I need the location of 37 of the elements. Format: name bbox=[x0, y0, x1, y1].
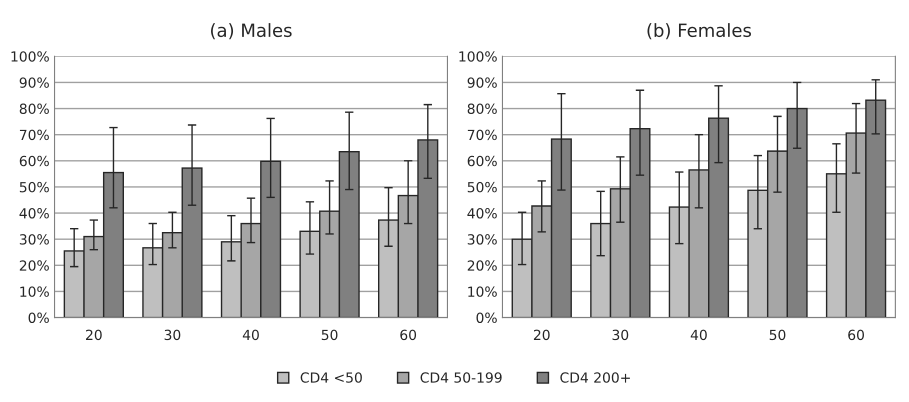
y-tick-label: 30% bbox=[20, 234, 49, 245]
x-tick-label: 50 bbox=[322, 330, 338, 340]
y-tick-label: 30% bbox=[468, 234, 497, 245]
y-tick-label: 20% bbox=[20, 260, 49, 271]
chart-title: (a) Males bbox=[211, 23, 292, 40]
legend-label: CD4 50-199 bbox=[420, 372, 502, 383]
y-tick-label: 70% bbox=[20, 130, 49, 140]
y-tick-label: 100% bbox=[11, 51, 49, 62]
x-tick-label: 20 bbox=[534, 330, 550, 340]
y-tick-label: 10% bbox=[20, 286, 49, 297]
x-tick-label: 60 bbox=[848, 330, 864, 340]
y-tick-label: 100% bbox=[459, 51, 497, 62]
y-tick-label: 80% bbox=[20, 104, 49, 114]
x-tick-label: 60 bbox=[400, 330, 416, 340]
legend-label: CD4 <50 bbox=[300, 372, 362, 383]
y-tick-label: 40% bbox=[467, 208, 497, 219]
y-tick-label: 60% bbox=[468, 156, 497, 166]
x-tick-label: 40 bbox=[242, 330, 259, 340]
y-tick-label: 90% bbox=[20, 77, 49, 88]
y-tick-label: 80% bbox=[468, 104, 497, 114]
x-tick-label: 30 bbox=[612, 330, 628, 340]
y-tick-label: 50% bbox=[20, 182, 49, 192]
y-tick-label: 40% bbox=[19, 208, 49, 219]
y-tick-label: 0% bbox=[476, 312, 497, 324]
x-tick-label: 50 bbox=[770, 330, 786, 340]
y-tick-label: 0% bbox=[28, 312, 49, 324]
x-tick-label: 40 bbox=[690, 330, 707, 340]
x-tick-label: 20 bbox=[86, 330, 102, 340]
x-tick-label: 30 bbox=[164, 330, 180, 340]
chart-title: (b) Females bbox=[647, 23, 752, 40]
y-tick-label: 70% bbox=[468, 130, 497, 140]
legend-label: CD4 200+ bbox=[560, 372, 630, 383]
y-tick-label: 60% bbox=[20, 156, 49, 166]
y-tick-label: 50% bbox=[468, 182, 497, 192]
y-tick-label: 20% bbox=[468, 260, 497, 271]
y-tick-label: 90% bbox=[468, 77, 497, 88]
y-tick-label: 10% bbox=[468, 286, 497, 297]
